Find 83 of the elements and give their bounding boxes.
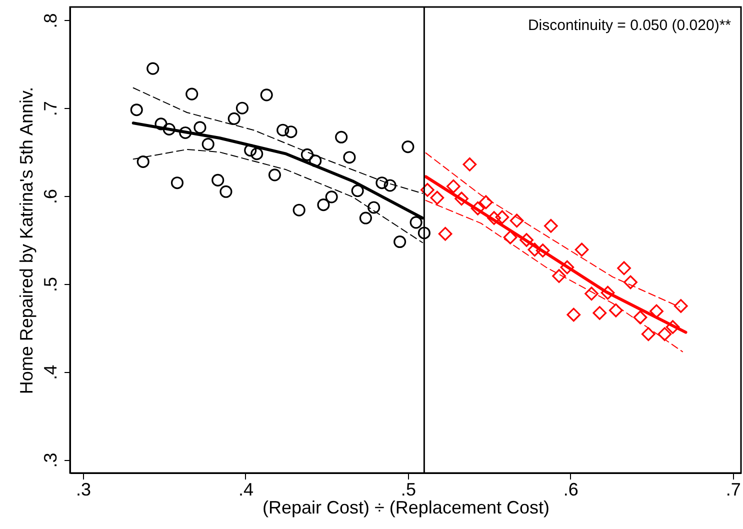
- point: [420, 182, 434, 197]
- point: [136, 155, 150, 168]
- point: [276, 124, 290, 136]
- point: [617, 261, 631, 276]
- x-axis-title: (Repair Cost) ÷ (Replacement Cost): [262, 498, 550, 518]
- point: [220, 185, 232, 198]
- y-tick-label: .6: [40, 189, 60, 204]
- point: [641, 327, 656, 342]
- point: [674, 299, 688, 313]
- point: [430, 190, 444, 205]
- point: [608, 303, 623, 318]
- y-tick-label: .4: [40, 364, 60, 380]
- y-tick-label: .7: [40, 101, 60, 116]
- point: [536, 244, 550, 258]
- point: [528, 242, 542, 257]
- point: [402, 140, 414, 154]
- point: [359, 212, 372, 224]
- point: [633, 310, 648, 324]
- point: [325, 190, 338, 204]
- point: [624, 275, 638, 290]
- point: [343, 151, 356, 164]
- point: [552, 269, 566, 283]
- x-tick-label: .6: [563, 480, 578, 500]
- point: [495, 210, 510, 224]
- point: [260, 88, 273, 102]
- point: [658, 327, 672, 342]
- point: [462, 157, 477, 172]
- y-tick-label: .5: [40, 276, 60, 292]
- point: [368, 201, 380, 214]
- point: [446, 179, 460, 194]
- point: [162, 122, 176, 136]
- x-tick-label: .5: [400, 480, 416, 500]
- point: [146, 62, 160, 75]
- x-tick-label: .3: [76, 480, 92, 500]
- annotation: Discontinuity = 0.050 (0.020)**: [528, 17, 732, 34]
- point: [351, 184, 364, 198]
- point: [410, 216, 422, 229]
- point: [228, 112, 240, 125]
- point: [479, 195, 493, 210]
- point: [666, 320, 680, 334]
- point: [510, 214, 524, 228]
- x-tick-label: .4: [238, 480, 254, 500]
- point: [418, 226, 430, 240]
- point: [544, 219, 558, 233]
- point: [438, 226, 452, 241]
- point: [194, 121, 206, 134]
- point: [650, 304, 664, 318]
- point: [236, 102, 248, 114]
- point: [592, 306, 607, 320]
- point: [566, 308, 581, 322]
- point: [560, 260, 574, 274]
- y-tick-label: .3: [40, 452, 60, 468]
- point: [584, 286, 598, 301]
- x-tick-label: .7: [726, 480, 741, 500]
- point: [317, 198, 330, 212]
- point: [487, 211, 501, 225]
- point: [394, 235, 406, 248]
- line-series: [424, 175, 688, 334]
- point: [268, 168, 281, 182]
- point: [202, 138, 214, 150]
- point: [520, 233, 534, 247]
- point: [300, 148, 314, 161]
- point: [154, 118, 168, 130]
- point: [130, 104, 143, 116]
- y-tick-label: .8: [40, 13, 60, 28]
- point: [170, 176, 184, 190]
- point: [179, 126, 192, 139]
- point: [454, 192, 468, 206]
- point: [212, 174, 224, 186]
- point: [292, 204, 306, 216]
- point: [470, 201, 485, 216]
- point: [309, 154, 322, 168]
- point: [376, 176, 388, 190]
- point: [503, 230, 518, 244]
- point: [244, 144, 257, 157]
- point: [600, 286, 615, 300]
- point: [250, 148, 264, 160]
- point: [384, 179, 396, 192]
- point: [574, 242, 589, 257]
- point: [284, 126, 298, 138]
- point: [186, 88, 198, 100]
- y-axis-title: Home Repaired by Katrina's 5th Anniv.: [16, 86, 36, 394]
- point: [335, 130, 348, 144]
